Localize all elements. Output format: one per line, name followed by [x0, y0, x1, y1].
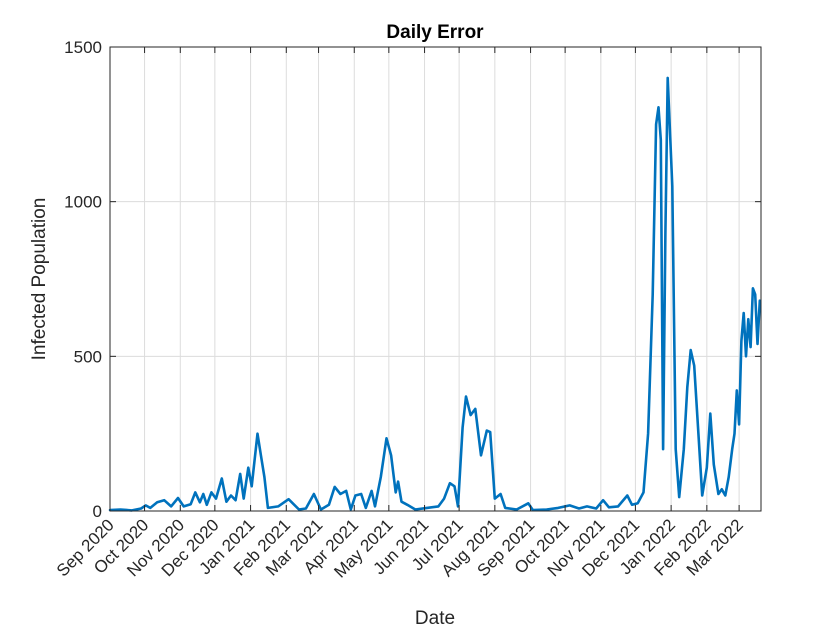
y-tick-label: 0: [93, 502, 102, 521]
y-axis-label: Infected Population: [29, 198, 50, 361]
series-layer: [108, 76, 762, 512]
plot-axes-box: [109, 46, 762, 512]
y-tick-label: 1500: [64, 38, 102, 57]
y-tick-label: 500: [74, 347, 102, 366]
y-tick-label: 1000: [64, 193, 102, 212]
grid-lines: [109, 46, 761, 512]
y-axis-ticks: 0 500 1000 1500: [64, 38, 761, 521]
x-axis-label: Date: [415, 608, 455, 629]
chart-title: Daily Error: [386, 22, 484, 43]
series-line: [108, 76, 762, 512]
